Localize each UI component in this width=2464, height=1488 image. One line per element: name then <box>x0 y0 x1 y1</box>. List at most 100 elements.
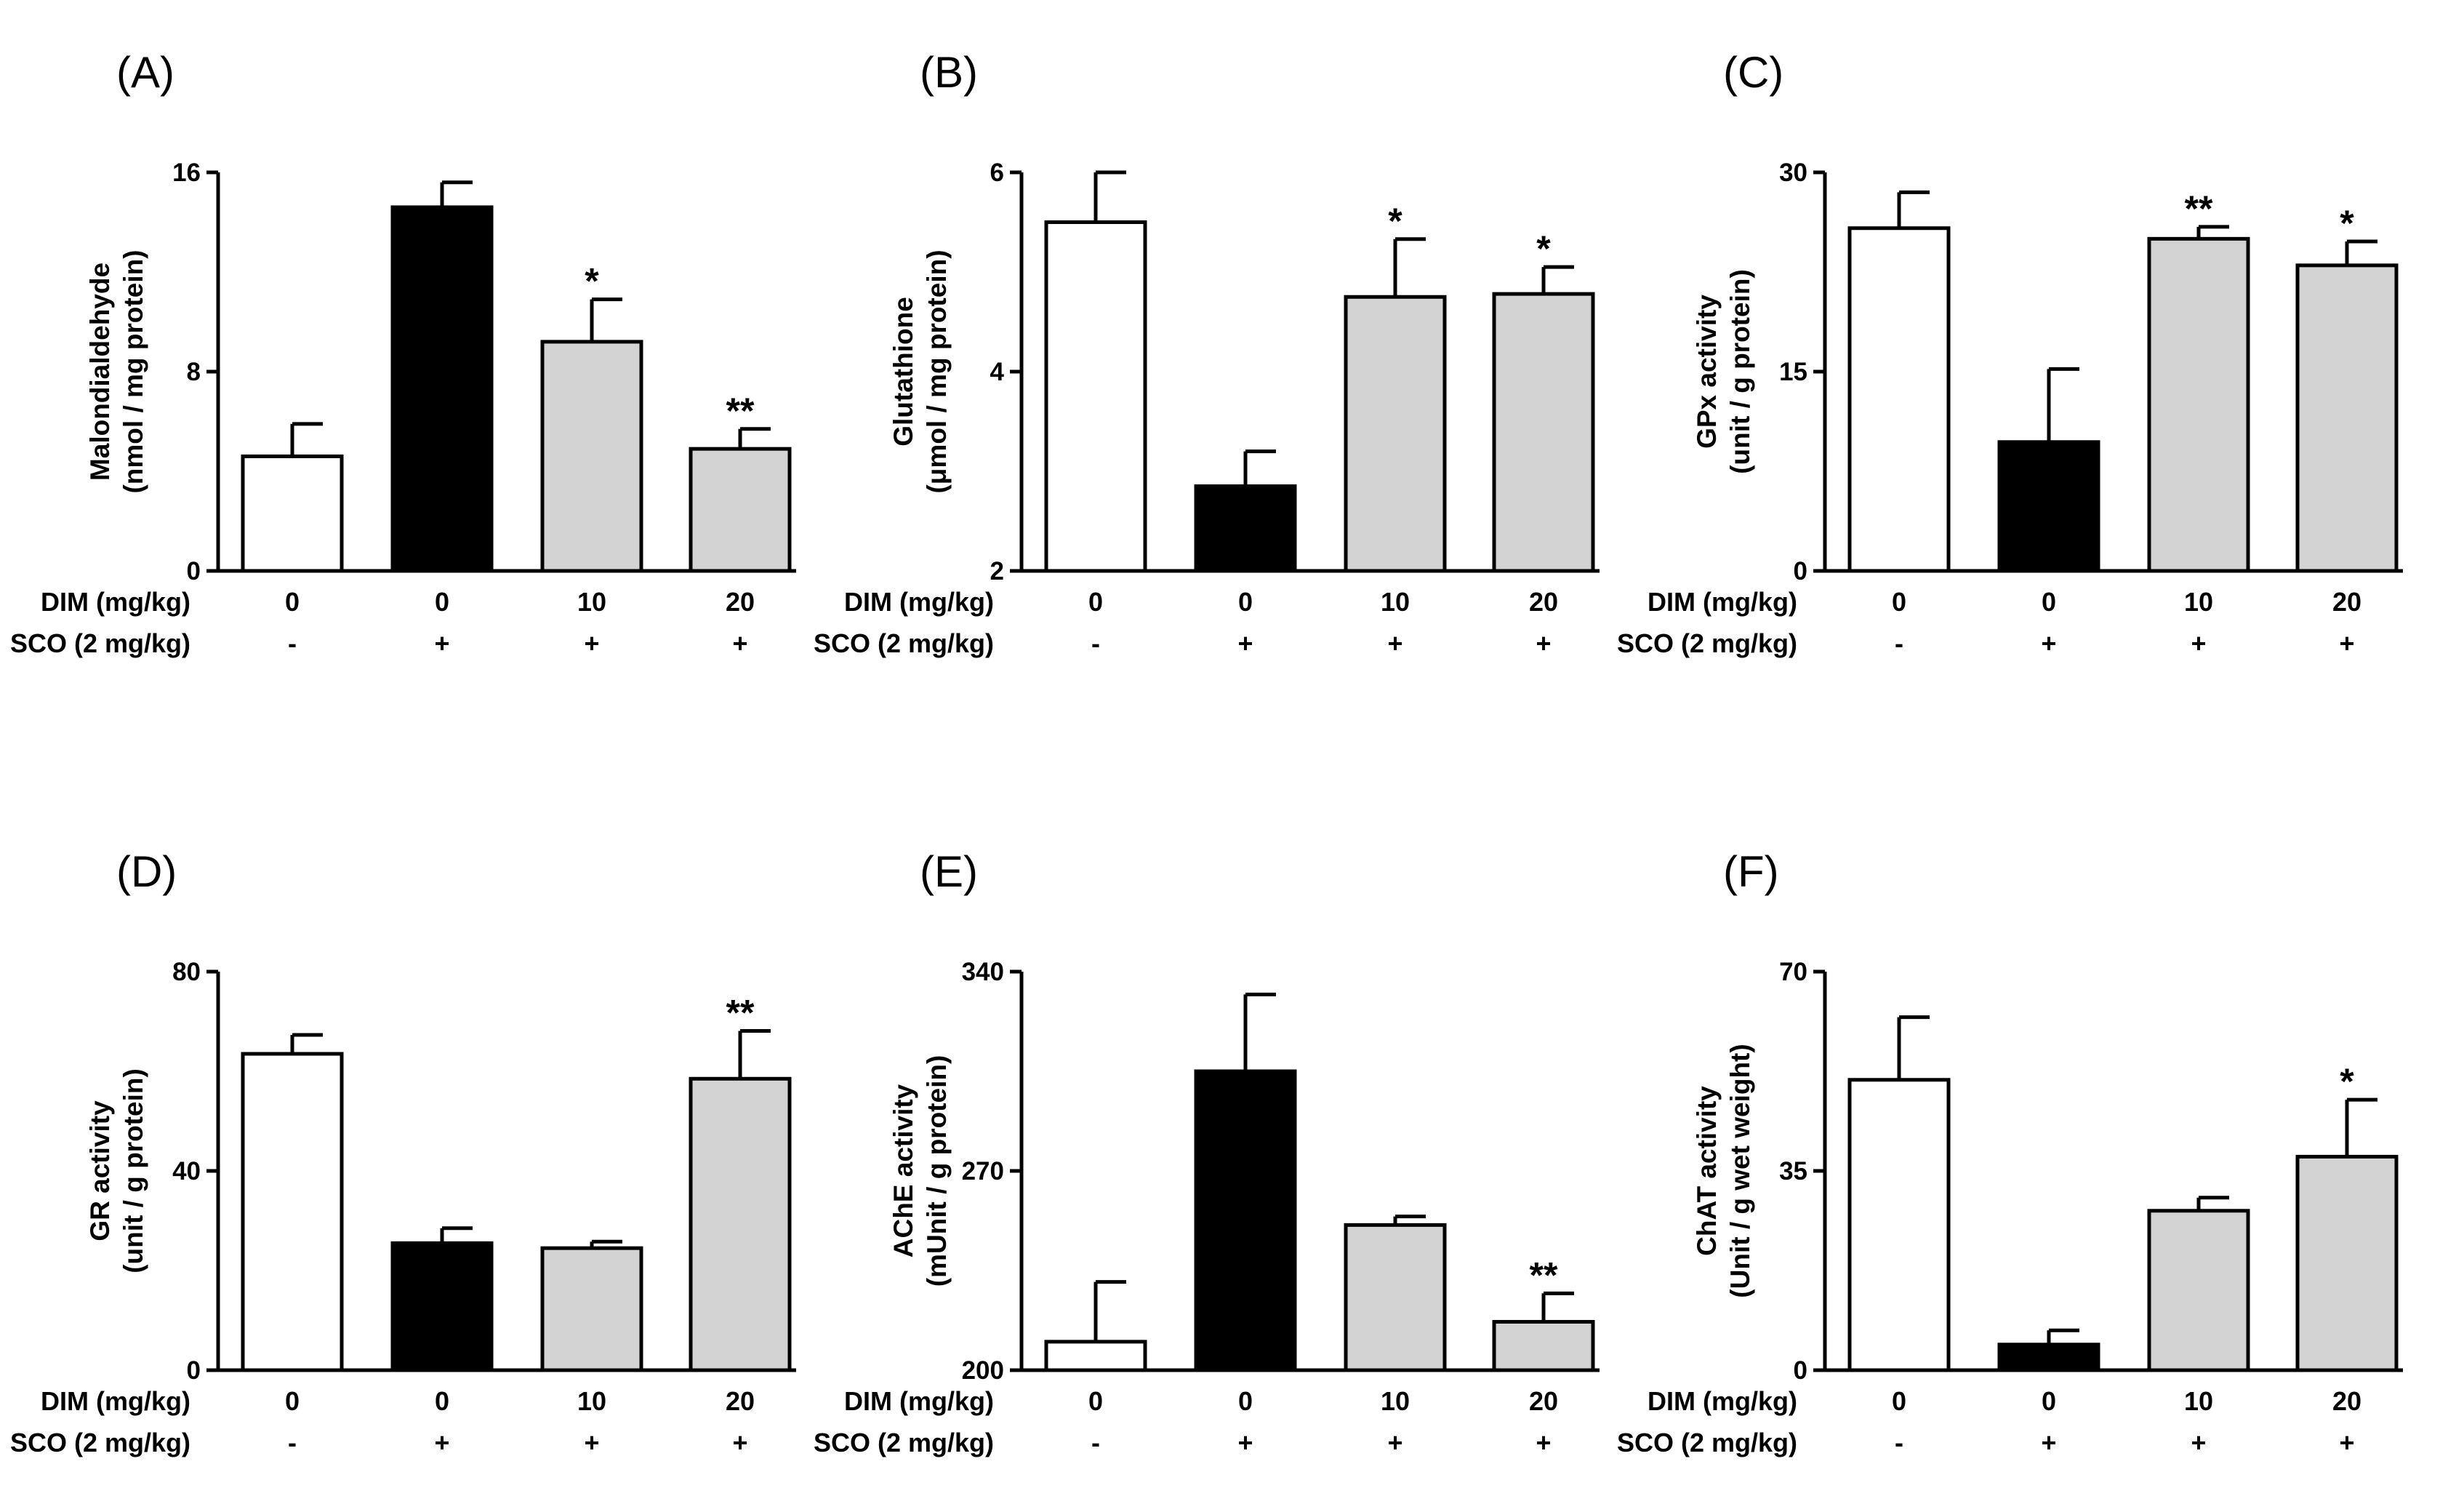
dim-value: 10 <box>2184 587 2213 617</box>
y-tick-label: 270 <box>962 1157 1004 1185</box>
sco-value: - <box>1091 1428 1100 1457</box>
dim-value: 0 <box>1238 1386 1253 1416</box>
bar <box>540 340 643 573</box>
panel-label: (C) <box>1723 48 1783 97</box>
sco-value: + <box>434 628 449 658</box>
sco-value: + <box>2041 1428 2056 1457</box>
bar <box>1847 1078 1951 1372</box>
y-axis-label: AChE activity (mUnit / g protein) <box>888 1055 952 1287</box>
bar <box>1194 484 1297 573</box>
sco-row-label: SCO (2 mg/kg) <box>1617 1428 1797 1457</box>
sco-value: - <box>1895 628 1903 658</box>
dim-value: 0 <box>2042 1386 2056 1416</box>
sco-value: + <box>732 1428 747 1457</box>
dim-value: 0 <box>285 587 300 617</box>
sco-value: + <box>1387 628 1402 658</box>
dim-value: 0 <box>1088 1386 1103 1416</box>
panel-label: (B) <box>920 48 978 97</box>
y-tick-label: 0 <box>187 557 201 585</box>
y-axis-label-line: (nmol / mg protein) <box>119 249 148 493</box>
dim-row-label: DIM (mg/kg) <box>844 1386 994 1416</box>
panel-d: (D) 0 40 80 GR activity (unit / g protein) ** D… <box>10 847 796 1457</box>
significance-mark: * <box>585 261 599 302</box>
dim-row-label: DIM (mg/kg) <box>844 587 994 617</box>
bar <box>390 205 494 573</box>
panel-f: (F) 0 35 70 ChAT activity (Unit / g wet weigh… <box>1617 847 2403 1457</box>
y-tick-label: 80 <box>172 958 201 986</box>
bar <box>1344 295 1447 573</box>
y-axis-label-line: (unit / g protein) <box>1725 269 1755 474</box>
sco-value: - <box>288 628 297 658</box>
dim-value: 0 <box>1088 587 1103 617</box>
dim-value: 20 <box>2332 587 2361 617</box>
sco-row-label: SCO (2 mg/kg) <box>10 1428 190 1457</box>
sco-value: + <box>434 1428 449 1457</box>
sco-value: + <box>732 628 747 658</box>
dim-row-label: DIM (mg/kg) <box>1648 587 1797 617</box>
significance-mark: * <box>2340 203 2354 244</box>
y-tick-label: 30 <box>1779 159 1807 187</box>
bar <box>1847 226 1951 573</box>
sco-row-label: SCO (2 mg/kg) <box>1617 628 1797 658</box>
sco-row-label: SCO (2 mg/kg) <box>10 628 190 658</box>
y-axis-label-line: GPx activity <box>1692 295 1722 449</box>
bar <box>2147 1209 2250 1372</box>
dim-row-label: DIM (mg/kg) <box>41 1386 190 1416</box>
bar <box>1044 1340 1147 1372</box>
significance-mark: ** <box>726 391 755 431</box>
dim-row-label: DIM (mg/kg) <box>1648 1386 1797 1416</box>
dim-value: 10 <box>2184 1386 2213 1416</box>
panel-label: (F) <box>1723 847 1779 896</box>
dim-value: 0 <box>1892 587 1906 617</box>
panel-label: (A) <box>116 48 174 97</box>
dim-value: 0 <box>435 587 449 617</box>
panel-b: (B) 2 4 6 Glutathione (μmol / mg protein) * * DI… <box>814 48 1600 658</box>
y-tick-label: 15 <box>1779 358 1807 386</box>
sco-value: + <box>2041 628 2056 658</box>
bar <box>540 1246 643 1372</box>
bar <box>1194 1069 1297 1372</box>
y-tick-label: 340 <box>962 958 1004 986</box>
sco-value: + <box>1536 628 1551 658</box>
y-axis-label-line: Malondialdehyde <box>85 263 115 481</box>
bar <box>1344 1223 1447 1372</box>
bar <box>1492 292 1595 573</box>
y-axis-label-line: AChE activity <box>888 1084 918 1257</box>
bar <box>1492 1319 1595 1372</box>
sco-value: - <box>1895 1428 1903 1457</box>
y-axis-label-line: (unit / g protein) <box>119 1068 148 1273</box>
sco-value: + <box>2339 628 2354 658</box>
panel-a: (A) 0 8 16 Malondialdehyde (nmol / mg protein… <box>10 48 796 658</box>
bar <box>1997 1343 2100 1372</box>
dim-value: 20 <box>1529 587 1558 617</box>
y-tick-label: 4 <box>990 358 1005 386</box>
sco-value: + <box>1237 628 1253 658</box>
sco-value: + <box>2191 628 2206 658</box>
bar <box>2147 236 2250 573</box>
bar <box>2295 263 2399 573</box>
dim-value: 20 <box>726 587 755 617</box>
sco-value: + <box>2339 1428 2354 1457</box>
bar <box>689 1076 792 1372</box>
y-tick-label: 35 <box>1779 1157 1807 1185</box>
bar <box>241 454 344 573</box>
sco-value: + <box>1536 1428 1551 1457</box>
sco-value: - <box>288 1428 297 1457</box>
dim-value: 0 <box>2042 587 2056 617</box>
y-tick-label: 0 <box>1794 557 1807 585</box>
significance-mark: * <box>1536 228 1551 269</box>
sco-value: + <box>1387 1428 1402 1457</box>
significance-mark: * <box>2340 1061 2354 1102</box>
dim-value: 20 <box>726 1386 755 1416</box>
dim-value: 10 <box>1381 587 1410 617</box>
y-tick-label: 200 <box>962 1356 1004 1385</box>
sco-value: + <box>1237 1428 1253 1457</box>
significance-mark: ** <box>2185 188 2213 229</box>
bar <box>1044 220 1147 573</box>
significance-mark: * <box>1388 201 1402 241</box>
y-axis-label-line: (Unit / g wet weight) <box>1725 1044 1755 1297</box>
y-axis-label: ChAT activity (Unit / g wet weight) <box>1692 1044 1755 1297</box>
dim-value: 0 <box>435 1386 449 1416</box>
